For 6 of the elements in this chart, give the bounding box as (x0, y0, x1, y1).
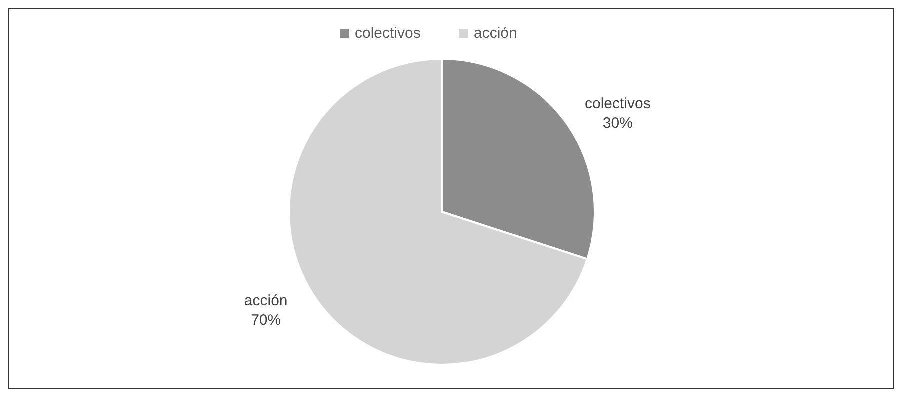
legend-label: colectivos (355, 25, 421, 42)
slice-label: acción (244, 292, 288, 310)
legend-label: acción (474, 25, 518, 42)
data-label: 70% (251, 312, 282, 330)
data-label: 30% (602, 114, 633, 132)
slice-label: colectivos (584, 95, 651, 112)
